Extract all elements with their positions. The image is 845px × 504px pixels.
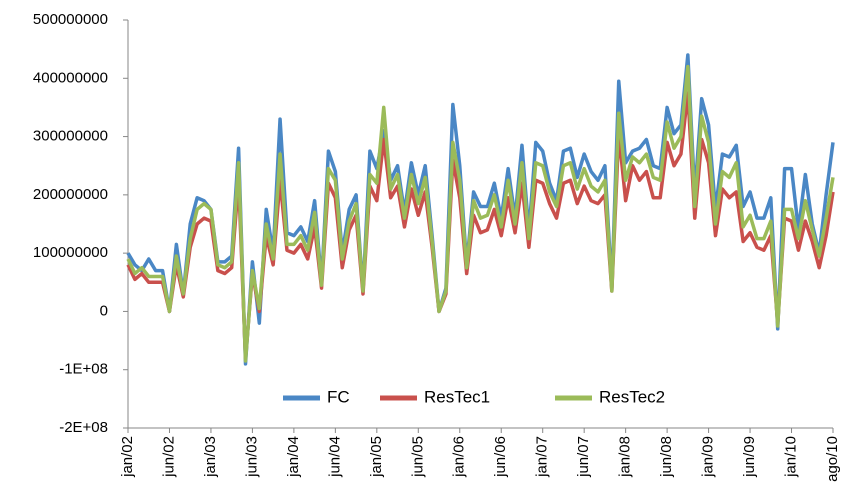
y-tick-label: -2E+08 [59, 419, 108, 436]
x-tick-label: jan/04 [285, 436, 302, 478]
x-tick-label: jan/05 [368, 436, 385, 478]
x-tick-label: jun/06 [492, 436, 509, 478]
x-tick-label: jan/10 [782, 436, 799, 478]
y-tick-label: 200000000 [33, 186, 108, 203]
legend-label: ResTec2 [599, 387, 665, 406]
x-tick-label: jan/08 [617, 436, 634, 478]
x-tick-label: jan/06 [451, 436, 468, 478]
x-tick-label: jan/02 [119, 436, 136, 478]
x-tick-label: jan/07 [534, 436, 551, 478]
y-tick-label: 0 [100, 302, 108, 319]
x-tick-label: jan/03 [202, 436, 219, 478]
x-tick-label: jun/05 [409, 436, 426, 478]
y-tick-label: -1E+08 [59, 361, 108, 378]
x-tick-label: jun/07 [575, 436, 592, 478]
x-tick-label: jun/04 [326, 436, 343, 478]
y-tick-label: 100000000 [33, 244, 108, 261]
y-tick-label: 400000000 [33, 69, 108, 86]
series-line [126, 64, 835, 363]
x-tick-label: jun/08 [658, 436, 675, 478]
legend-label: FC [327, 387, 350, 406]
x-tick-label: jan/09 [700, 436, 717, 478]
y-tick-label: 300000000 [33, 128, 108, 145]
legend-label: ResTec1 [424, 387, 490, 406]
x-tick-label: jun/02 [160, 436, 177, 478]
x-tick-label: ago/10 [824, 436, 841, 482]
y-tick-label: 500000000 [33, 11, 108, 28]
x-tick-label: jun/09 [741, 436, 758, 478]
x-tick-label: jun/03 [243, 436, 260, 478]
